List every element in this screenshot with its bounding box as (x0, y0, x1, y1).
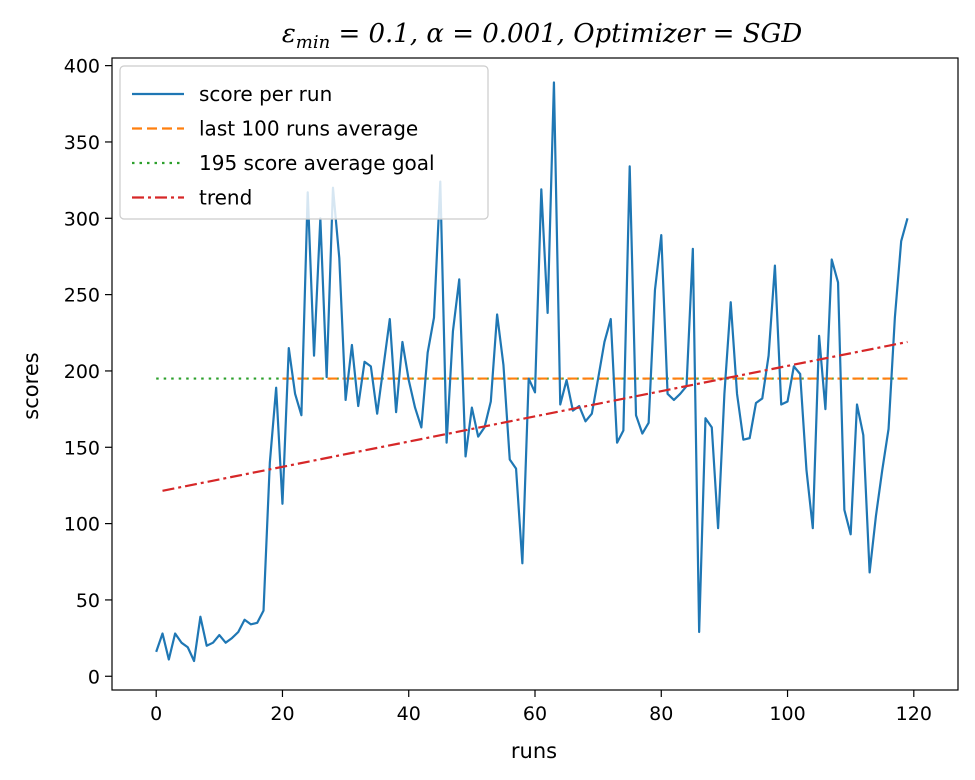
y-tick-label: 50 (76, 590, 100, 612)
y-tick-label: 300 (64, 208, 100, 230)
x-axis-label: runs (511, 739, 557, 763)
y-tick-label: 150 (64, 437, 100, 459)
y-axis: 0 50 100 150 200 250 300 350 400 (64, 56, 112, 688)
y-tick-label: 0 (88, 666, 100, 688)
y-tick-label: 200 (64, 361, 100, 383)
y-axis-label: scores (19, 352, 43, 419)
series-line-score-per-run (155, 81, 909, 663)
y-tick-label: 100 (64, 514, 100, 536)
plot-area (155, 81, 909, 663)
legend-label-trend: trend (199, 186, 252, 210)
x-tick-label: 0 (150, 703, 162, 725)
x-tick-label: 20 (270, 703, 294, 725)
x-tick-label: 40 (397, 703, 421, 725)
legend-label-score-per-run: score per run (199, 82, 332, 106)
x-tick-label: 60 (523, 703, 547, 725)
legend-box (119, 65, 489, 220)
x-tick-label: 120 (896, 703, 932, 725)
legend: score per run last 100 runs average 195 sc… (119, 65, 489, 220)
y-tick-label: 350 (64, 132, 100, 154)
x-tick-label: 80 (649, 703, 673, 725)
legend-label-195-score-average-goal: 195 score average goal (199, 151, 435, 175)
series-line-trend (162, 340, 908, 492)
x-axis: 0 20 40 60 80 100 120 (150, 690, 932, 725)
y-tick-label: 250 (64, 285, 100, 307)
x-tick-label: 100 (769, 703, 805, 725)
y-tick-label: 400 (64, 56, 100, 78)
chart-title: εmin = 0.1, α = 0.001, Optimizer = SGD (282, 19, 803, 53)
legend-label-last-100-runs-average: last 100 runs average (199, 117, 418, 141)
